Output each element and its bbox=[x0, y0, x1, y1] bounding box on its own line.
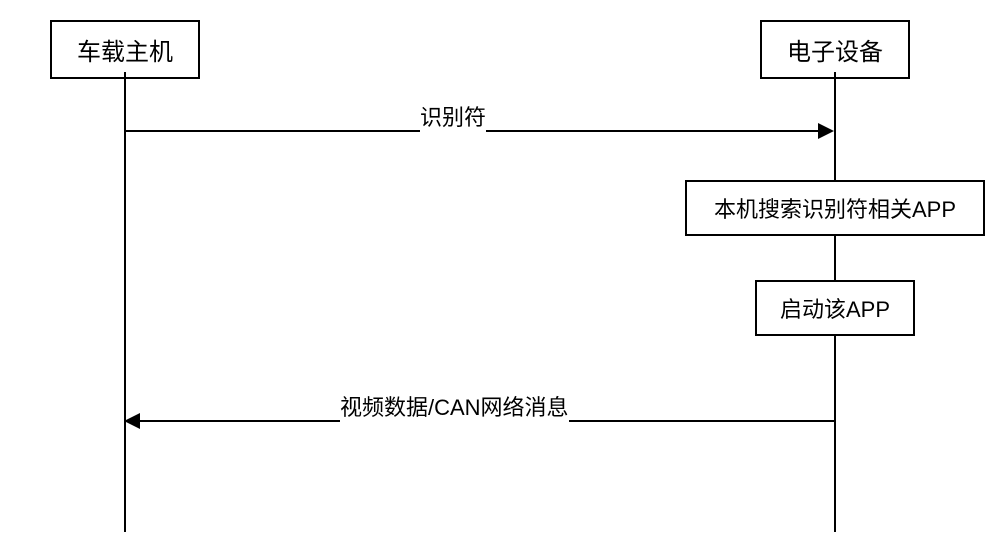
message-videocan-arrowhead bbox=[124, 413, 140, 429]
actor-left: 车载主机 bbox=[50, 20, 200, 79]
lifeline-left bbox=[124, 72, 126, 532]
message-identifier-arrowhead bbox=[818, 123, 834, 139]
process-start-app: 启动该APP bbox=[755, 280, 915, 336]
process-search-app-label: 本机搜索识别符相关APP bbox=[714, 197, 956, 222]
actor-left-label: 车载主机 bbox=[77, 39, 173, 66]
actor-right: 电子设备 bbox=[760, 20, 910, 79]
message-identifier-label: 识别符 bbox=[420, 100, 486, 132]
actor-right-label: 电子设备 bbox=[787, 39, 883, 66]
sequence-diagram: 车载主机 电子设备 识别符 本机搜索识别符相关APP 启动该APP 视频数据/C… bbox=[0, 0, 1000, 547]
process-search-app: 本机搜索识别符相关APP bbox=[685, 180, 985, 236]
message-videocan-label: 视频数据/CAN网络消息 bbox=[340, 390, 569, 422]
process-start-app-label: 启动该APP bbox=[780, 297, 890, 322]
